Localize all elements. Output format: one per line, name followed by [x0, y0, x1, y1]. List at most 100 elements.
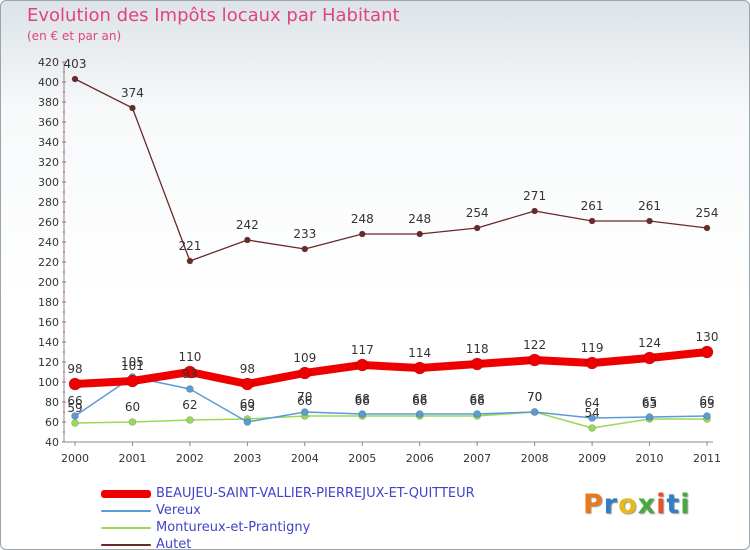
series-2-data-label: 66	[67, 394, 82, 408]
series-3-point	[470, 357, 484, 371]
series-2-data-label: 68	[412, 392, 427, 406]
series-0-point	[244, 236, 251, 244]
y-tick-label: 280	[38, 196, 59, 209]
x-tick-label: 2008	[521, 452, 549, 465]
series-2-data-label: 64	[584, 396, 599, 410]
series-0-data-label: 261	[581, 199, 604, 213]
series-3-data-label: 122	[523, 338, 546, 352]
y-tick-label: 100	[38, 376, 59, 389]
y-tick-label: 60	[45, 416, 59, 429]
series-2-point	[645, 413, 654, 421]
series-2-point	[71, 412, 79, 420]
series-0-point	[301, 245, 309, 253]
series-0-data-label: 233	[293, 227, 316, 241]
series-3-point	[126, 374, 139, 388]
y-tick-label: 80	[45, 396, 59, 409]
legend-swatch	[101, 544, 151, 546]
series-2-point	[301, 408, 309, 416]
legend-swatch	[101, 510, 151, 512]
series-1-data-label: 59	[67, 401, 82, 415]
series-0-point	[358, 230, 366, 238]
series-3-point	[700, 345, 714, 359]
series-2-data-label: 63	[240, 400, 255, 414]
y-tick-label: 420	[38, 56, 59, 69]
legend-label: BEAUJEU-SAINT-VALLIER-PIERREJUX-ET-QUITT…	[156, 486, 475, 501]
series-3-point	[68, 377, 82, 391]
y-tick-label: 120	[38, 356, 59, 369]
series-0-data-label: 221	[178, 239, 201, 253]
x-tick-label: 2002	[176, 452, 204, 465]
series-1-data-label: 63	[642, 397, 657, 411]
series-2-point	[588, 414, 596, 422]
y-tick-label: 340	[38, 136, 59, 149]
y-tick-label: 160	[38, 316, 59, 329]
x-tick-label: 2005	[348, 452, 376, 465]
series-1-point	[186, 416, 194, 424]
x-tick-label: 2007	[463, 452, 491, 465]
series-3-point	[241, 377, 254, 391]
y-tick-label: 400	[38, 76, 59, 89]
series-1-data-label: 54	[584, 406, 599, 420]
y-tick-label: 360	[38, 116, 59, 129]
series-line-1	[74, 411, 708, 429]
chart-title: Evolution des Impôts locaux par Habitant	[27, 5, 400, 26]
series-3-point	[528, 353, 541, 367]
series-2-point	[703, 412, 711, 420]
series-3-data-label: 101	[121, 359, 144, 373]
y-tick-label: 200	[38, 276, 59, 289]
y-tick-label: 140	[38, 336, 59, 349]
series-2-data-label: 68	[355, 392, 370, 406]
series-3-data-label: 124	[638, 336, 661, 350]
series-0-data-label: 242	[236, 218, 259, 232]
series-0-data-label: 254	[696, 206, 719, 220]
series-3-data-label: 130	[696, 330, 719, 344]
x-tick-label: 2004	[291, 452, 319, 465]
x-tick-label: 2010	[636, 452, 664, 465]
proxiti-logo: Proxiti	[583, 489, 691, 520]
series-0-data-label: 248	[351, 212, 374, 226]
y-tick-label: 220	[38, 256, 59, 269]
legend-swatch	[101, 490, 151, 498]
legend-swatch	[101, 527, 151, 529]
y-tick-label: 40	[45, 436, 59, 449]
legend-label: Vereux	[156, 503, 201, 518]
series-1-data-label: 60	[125, 400, 140, 414]
series-3-data-label: 98	[240, 362, 255, 376]
y-tick-label: 180	[38, 296, 59, 309]
series-line-3	[71, 348, 711, 388]
series-1-point	[588, 424, 596, 432]
x-tick-label: 2003	[233, 452, 261, 465]
series-0-data-label: 261	[638, 199, 661, 213]
series-1-data-label: 63	[699, 397, 714, 411]
series-3-data-label: 109	[293, 351, 316, 365]
series-2-data-label: 105	[121, 355, 144, 369]
series-1-data-label: 62	[182, 398, 197, 412]
series-2-data-label: 66	[699, 394, 714, 408]
series-1-data-label: 60	[240, 397, 255, 411]
y-tick-label: 380	[38, 96, 59, 109]
series-3-data-label: 98	[67, 362, 82, 376]
series-0-point	[646, 217, 653, 225]
legend-label: Autet	[156, 537, 192, 550]
y-tick-label: 240	[38, 236, 59, 249]
y-tick-label: 260	[38, 216, 59, 229]
series-3-point	[413, 361, 427, 375]
series-0-data-label: 254	[466, 206, 489, 220]
x-tick-label: 2011	[693, 452, 721, 465]
series-0-data-label: 403	[64, 57, 87, 71]
series-3-data-label: 117	[351, 343, 374, 357]
x-tick-label: 2006	[406, 452, 434, 465]
series-0-point	[588, 217, 596, 225]
x-tick-label: 2001	[118, 452, 146, 465]
series-2-data-label: 93	[182, 367, 197, 381]
series-3-data-label: 114	[408, 346, 431, 360]
series-0-point	[473, 224, 481, 232]
series-line-2	[74, 376, 708, 423]
series-1-data-label: 66	[412, 394, 427, 408]
series-0-point	[531, 207, 538, 215]
series-1-data-label: 70	[527, 390, 542, 404]
series-3-data-label: 110	[178, 350, 201, 364]
series-0-point	[703, 224, 711, 232]
